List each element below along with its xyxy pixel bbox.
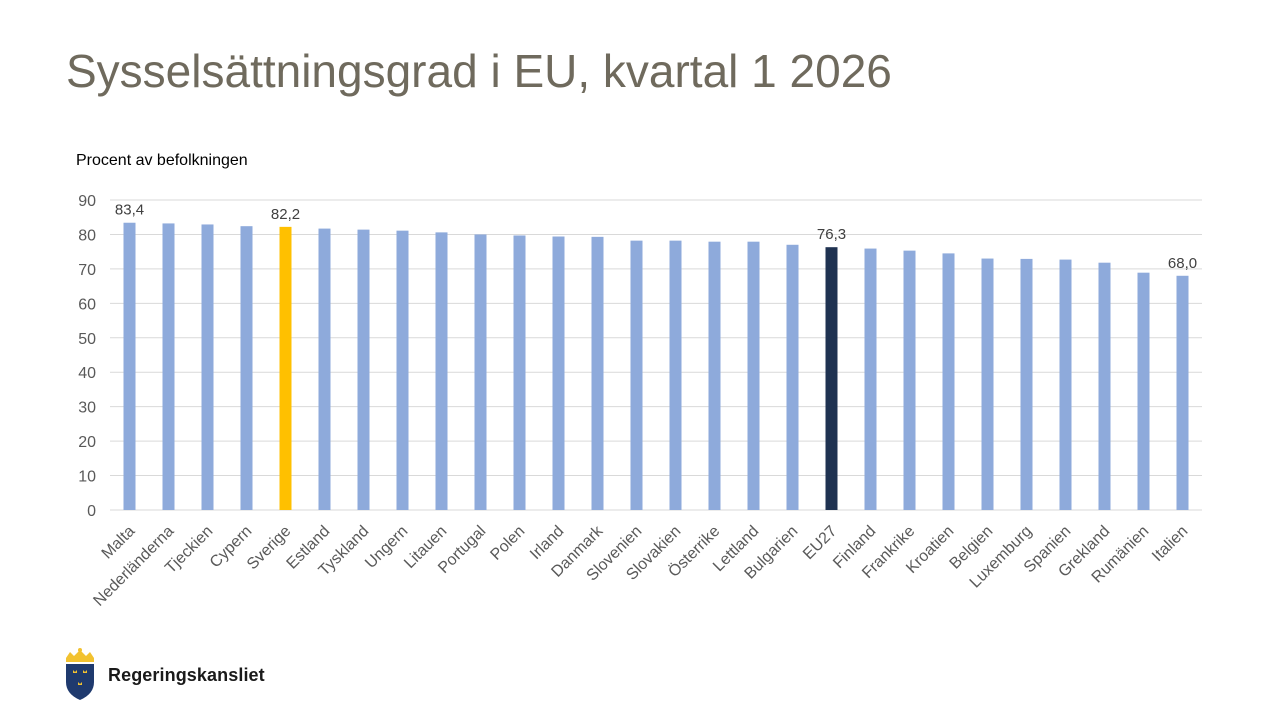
bar [1176, 275, 1189, 510]
y-tick-label: 20 [78, 434, 96, 451]
bar [786, 244, 799, 510]
bar [201, 224, 214, 510]
x-tick-label: Sverige [244, 523, 294, 573]
bar [240, 226, 253, 510]
bar [318, 228, 331, 511]
brand-name: Regeringskansliet [108, 664, 265, 685]
data-label: 82,2 [271, 206, 300, 223]
y-tick-label: 70 [78, 262, 96, 279]
y-tick-label: 80 [78, 227, 96, 244]
bar [669, 240, 682, 510]
bar [630, 240, 643, 510]
bar [825, 247, 838, 510]
bar [162, 223, 175, 510]
bar [591, 236, 604, 510]
y-tick-label: 90 [78, 193, 96, 210]
bar [357, 229, 370, 510]
y-tick-label: 0 [87, 503, 96, 520]
bar [552, 236, 565, 510]
data-label: 83,4 [115, 202, 144, 219]
y-tick-label: 50 [78, 331, 96, 348]
crown-shield-icon [66, 648, 94, 700]
x-tick-label: Polen [487, 523, 528, 564]
bar [513, 235, 526, 510]
bar [123, 222, 136, 510]
brand-logo: Regeringskansliet [62, 648, 265, 702]
bar [864, 248, 877, 511]
bar [396, 230, 409, 510]
bar [903, 250, 916, 510]
bar-chart: 010203040506070809083,4MaltaNederländern… [78, 193, 1202, 610]
bar [942, 253, 955, 510]
y-axis-label: Procent av befolkningen [76, 152, 248, 169]
y-tick-label: 40 [78, 365, 96, 382]
bar [1137, 272, 1150, 510]
x-tick-label: Italien [1149, 523, 1191, 565]
data-label: 76,3 [817, 226, 846, 243]
bar [1020, 258, 1033, 510]
slide-title: Sysselsättningsgrad i EU, kvartal 1 2026 [66, 45, 892, 97]
bar [1098, 262, 1111, 510]
bar [435, 232, 448, 510]
bar [747, 241, 760, 510]
x-tick-label: Ungern [362, 523, 411, 572]
bar [981, 258, 994, 510]
bar [279, 226, 292, 510]
bar [708, 241, 721, 510]
y-tick-label: 30 [78, 400, 96, 417]
bar [1059, 259, 1072, 510]
bar [474, 234, 487, 510]
data-label: 68,0 [1168, 255, 1197, 272]
y-tick-label: 10 [78, 469, 96, 486]
y-tick-label: 60 [78, 296, 96, 313]
